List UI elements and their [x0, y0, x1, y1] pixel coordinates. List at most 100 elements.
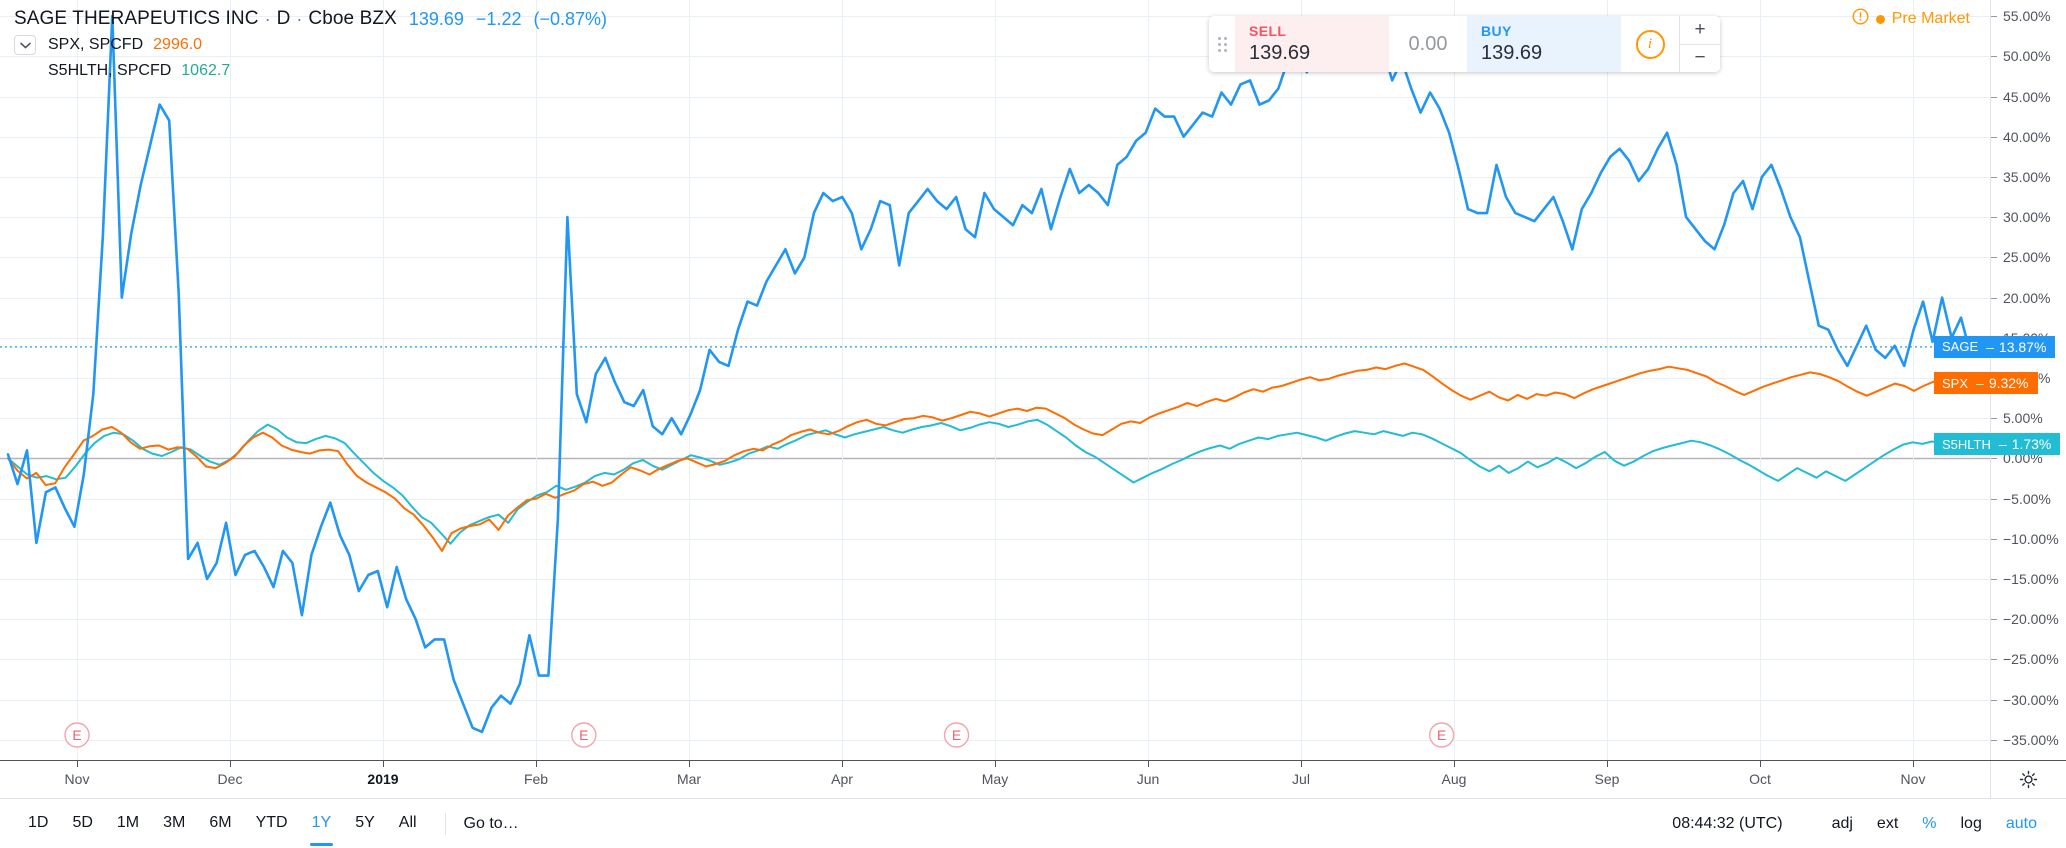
quantity-stepper[interactable]: + − — [1679, 16, 1720, 72]
time-axis-mark — [689, 761, 690, 767]
sell-price: 139.69 — [1249, 42, 1311, 64]
toggle-adj[interactable]: adj — [1831, 814, 1853, 832]
time-axis-tick: Nov — [1900, 771, 1926, 787]
price-tag-dash: – — [1976, 375, 1984, 392]
buy-price: 139.69 — [1481, 42, 1543, 64]
range-button-1d[interactable]: 1D — [28, 814, 49, 831]
price-axis-tick: 25.00% — [1991, 248, 2066, 266]
price-tag-value: 1.73% — [2011, 436, 2052, 453]
chart-toggle-group: adj ext% log auto — [1823, 810, 2066, 838]
svg-text:E: E — [952, 727, 961, 743]
range-button-ytd[interactable]: YTD — [255, 814, 288, 831]
time-axis-mark — [1148, 761, 1149, 767]
time-axis-mark — [536, 761, 537, 767]
price-tag-symbol: SPX — [1942, 375, 1969, 391]
chart-series-lines — [0, 14, 1990, 734]
range-button-1m[interactable]: 1M — [116, 814, 140, 831]
earnings-marker: E — [1428, 722, 1455, 748]
earnings-marker: E — [571, 722, 597, 748]
time-axis-tick: Sep — [1594, 771, 1620, 787]
time-axis-mark — [1760, 761, 1761, 767]
earnings-marker: E — [943, 722, 970, 748]
price-tag-value: 13.87% — [1998, 338, 2047, 355]
series-line-sage — [6, 14, 1982, 734]
time-axis-mark — [1454, 761, 1455, 767]
sell-label: SELL — [1249, 23, 1287, 39]
time-axis-mark — [77, 761, 78, 767]
session-clock: 08:44:32 (UTC) — [1672, 814, 1783, 832]
chevron-down-icon[interactable] — [14, 35, 36, 55]
time-axis-tick: Oct — [1749, 771, 1771, 787]
price-axis-tick: 50.00% — [1991, 47, 2066, 65]
buy-label: BUY — [1481, 23, 1512, 39]
price-axis-tick: −10.00% — [1991, 530, 2066, 548]
price-axis-tick: 30.00% — [1991, 208, 2066, 226]
range-button-5d[interactable]: 5D — [72, 814, 93, 831]
order-ticket-panel[interactable]: SELL 139.69 0.00 BUY 139.69 i + − — [1209, 16, 1720, 72]
exclamation-circle-icon — [1852, 8, 1869, 30]
range-button-all[interactable]: All — [398, 814, 417, 831]
price-axis-tick: −35.00% — [1991, 731, 2066, 749]
range-button-3m[interactable]: 3M — [163, 814, 186, 831]
svg-text:E: E — [72, 727, 81, 743]
sell-button[interactable]: SELL 139.69 — [1235, 16, 1389, 72]
range-button-5y[interactable]: 5Y — [355, 814, 375, 831]
time-axis-tick: May — [981, 771, 1009, 787]
time-axis-tick: Apr — [831, 771, 853, 787]
toggle-log[interactable]: log — [1960, 814, 1982, 832]
series-line-s5hlth — [7, 418, 1981, 545]
buy-button[interactable]: BUY 139.69 — [1467, 16, 1621, 72]
decrease-quantity-button[interactable]: − — [1680, 43, 1720, 73]
price-axis-tick: −25.00% — [1991, 650, 2066, 668]
price-tag-spx[interactable]: SPX –9.32% — [1934, 372, 2038, 395]
range-selector-group: 1D 5D 1M 3M 6M YTD 1Y 5Y All — [0, 808, 427, 846]
price-tag-sage[interactable]: SAGE –13.87% — [1934, 335, 2056, 358]
price-axis-tick: 45.00% — [1991, 88, 2066, 106]
price-axis-tick: 20.00% — [1991, 289, 2066, 307]
spread-value: 0.00 — [1389, 16, 1467, 72]
svg-text:E: E — [1437, 727, 1446, 743]
increase-quantity-button[interactable]: + — [1694, 18, 1706, 40]
range-button-6m[interactable]: 6M — [209, 814, 232, 831]
price-tag-symbol: SAGE — [1942, 339, 1979, 355]
time-axis-mark — [383, 761, 384, 767]
time-axis-tick: Dec — [217, 771, 243, 787]
range-button-1y[interactable]: 1Y — [302, 808, 342, 846]
price-axis-tick: 40.00% — [1991, 128, 2066, 146]
go-to-date-button[interactable]: Go to… — [463, 814, 519, 832]
price-tag-dash: – — [1986, 338, 1994, 355]
price-axis-tick: −5.00% — [1991, 490, 2066, 508]
price-tag-symbol: S5HLTH — [1942, 436, 1991, 452]
time-axis-tick: Mar — [676, 771, 702, 787]
toggle-ext[interactable]: ext — [1876, 814, 1899, 832]
price-tag-s5hlth[interactable]: S5HLTH –1.73% — [1934, 433, 2061, 456]
pre-market-status[interactable]: Pre Market — [1852, 8, 1970, 30]
time-axis-mark — [1913, 761, 1914, 767]
toolbar-divider — [444, 812, 446, 835]
info-circle-icon[interactable]: i — [1621, 16, 1679, 72]
price-axis-tick: −15.00% — [1991, 570, 2066, 588]
toggle-percent[interactable]: % — [1922, 814, 1937, 832]
price-axis-tick: −30.00% — [1991, 691, 2066, 709]
price-axis-tick: −20.00% — [1991, 610, 2066, 628]
chart-gridlines — [0, 0, 1990, 760]
price-axis-tick: 5.00% — [1991, 409, 2066, 427]
earnings-marker: E — [64, 722, 90, 748]
price-tag-dash: – — [1998, 436, 2007, 453]
time-axis-mark — [1301, 761, 1302, 767]
svg-text:E: E — [579, 727, 588, 743]
toggle-auto[interactable]: auto — [2005, 814, 2037, 832]
time-axis-tick: 2019 — [367, 771, 399, 787]
time-axis[interactable]: Nov Dec 2019 Feb Mar Apr May Jun Jul Aug Sep Oct Nov — [0, 760, 2066, 798]
status-dot-icon — [1875, 14, 1885, 24]
time-axis-tick: Jun — [1136, 771, 1160, 787]
time-axis-tick: Jul — [1292, 771, 1310, 787]
time-axis-mark — [230, 761, 231, 767]
price-axis-tick: 55.00% — [1991, 7, 2066, 25]
series-line-spx — [7, 362, 1981, 552]
gear-icon[interactable] — [1990, 761, 2066, 798]
drag-handle-icon[interactable] — [1209, 16, 1235, 72]
